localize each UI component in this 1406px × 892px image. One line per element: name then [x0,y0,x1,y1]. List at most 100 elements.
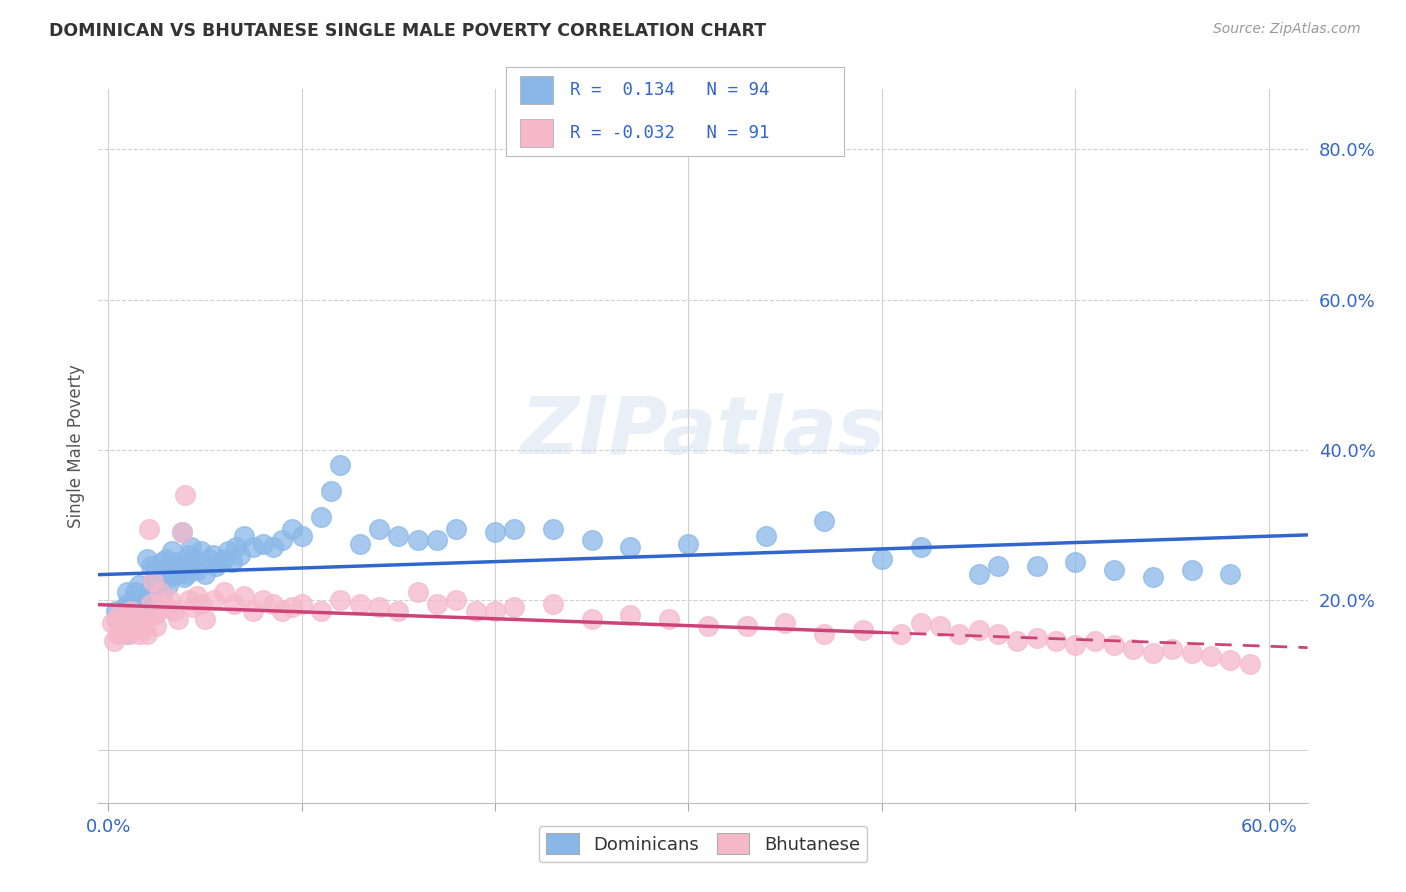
Point [368,522,391,536]
Point [132,623,155,637]
Point [174,488,197,502]
Point [209,556,232,570]
Point [619,607,641,622]
Point [1122,641,1144,656]
Point [135,627,157,641]
Bar [520,119,554,147]
Point [169,559,191,574]
Text: DOMINICAN VS BHUTANESE SINGLE MALE POVERTY CORRELATION CHART: DOMINICAN VS BHUTANESE SINGLE MALE POVER… [49,22,766,40]
Point [1180,563,1202,577]
Point [735,619,758,633]
Point [117,612,139,626]
Point [157,578,180,592]
Point [166,566,188,581]
Point [139,559,162,574]
Point [139,597,162,611]
Point [1007,634,1029,648]
Point [387,604,409,618]
Point [658,612,681,626]
Text: ZIPatlas: ZIPatlas [520,392,886,471]
Point [176,566,198,581]
Legend: Dominicans, Bhutanese: Dominicans, Bhutanese [538,826,868,862]
Point [139,582,162,596]
Point [910,615,932,630]
Point [138,597,160,611]
Point [1239,657,1261,671]
Point [112,612,135,626]
Point [232,589,254,603]
Point [180,541,202,555]
Point [217,544,239,558]
Point [134,612,156,626]
Point [163,604,186,618]
Point [1084,634,1107,648]
Point [890,627,912,641]
Point [170,525,193,540]
Point [118,627,141,641]
Point [1102,638,1125,652]
Point [107,627,129,641]
Point [329,593,352,607]
Point [135,551,157,566]
Point [281,522,304,536]
Point [252,536,274,550]
Point [852,623,875,637]
Point [696,619,718,633]
Point [114,623,136,637]
Point [813,627,835,641]
Point [205,559,228,574]
Point [1219,653,1241,667]
Point [127,615,149,630]
Point [755,529,778,543]
Point [153,563,176,577]
Point [120,619,142,633]
Point [1025,559,1047,574]
Point [426,533,449,547]
Point [242,604,264,618]
Point [114,600,136,615]
Point [160,544,183,558]
Point [228,548,250,562]
Point [186,563,208,577]
Point [179,548,201,562]
Point [117,597,139,611]
Point [124,585,146,599]
Point [1045,634,1067,648]
Point [159,570,181,584]
Point [155,600,177,615]
Point [174,556,197,570]
Point [1219,566,1241,581]
Point [103,634,125,648]
Point [1025,631,1047,645]
Point [1142,646,1164,660]
Point [221,556,243,570]
Point [128,627,150,641]
Point [145,578,167,592]
Point [107,627,129,641]
Bar [520,76,554,104]
Point [290,529,312,543]
Text: R = -0.032   N = 91: R = -0.032 N = 91 [571,124,769,142]
Point [127,604,149,618]
Point [484,604,506,618]
Point [124,607,146,622]
Point [122,623,145,637]
Point [142,574,165,589]
Point [117,585,139,599]
Point [143,563,166,577]
Point [181,600,204,615]
Point [124,612,146,626]
Point [165,556,187,570]
Point [184,559,207,574]
Point [773,615,796,630]
Point [117,627,139,641]
Point [122,593,145,607]
Point [159,593,181,607]
Point [170,525,193,540]
Point [149,582,172,596]
Point [813,514,835,528]
Point [242,541,264,555]
Point [1142,570,1164,584]
Point [108,607,131,622]
Point [111,619,134,633]
